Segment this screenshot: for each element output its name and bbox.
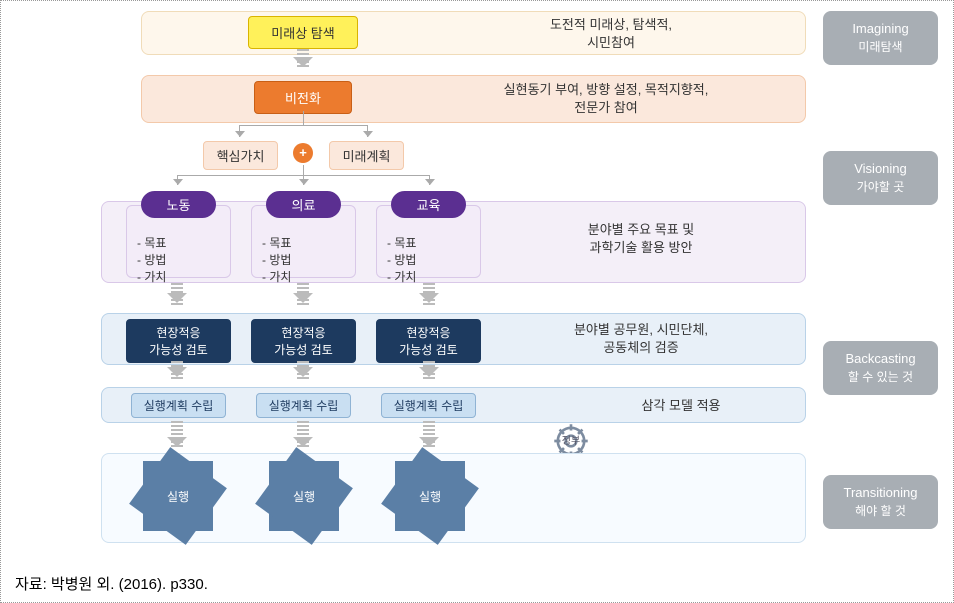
validate-2: 현장적응 가능성 검토 xyxy=(376,319,481,363)
arrow-v1 xyxy=(297,361,309,379)
phase3-kor: 할 수 있는 것 xyxy=(829,368,932,385)
burst-1: 실행 xyxy=(269,461,339,531)
burst-2-label: 실행 xyxy=(395,461,465,531)
d2-i0: 목표 xyxy=(387,234,470,251)
burst-1-label: 실행 xyxy=(269,461,339,531)
phase1-en: Imagining xyxy=(829,21,932,36)
conn-v5 xyxy=(177,175,178,185)
phase2-desc: 실현동기 부여, 방향 설정, 목적지향적, 전문가 참여 xyxy=(441,81,771,117)
phase3-desc-bottom: 삼각 모델 적용 xyxy=(591,397,771,415)
phase2-kor: 가야할 곳 xyxy=(829,178,932,195)
phase2-sub-left: 핵심가치 xyxy=(203,141,278,170)
phase1-label: Imagining 미래탐색 xyxy=(823,11,938,65)
d0-i1: 방법 xyxy=(137,251,220,268)
d0-i0: 목표 xyxy=(137,234,220,251)
d1-i1: 방법 xyxy=(262,251,345,268)
burst-0: 실행 xyxy=(143,461,213,531)
validate-0: 현장적응 가능성 검토 xyxy=(126,319,231,363)
phase2-sub-right: 미래계획 xyxy=(329,141,404,170)
phase1-desc: 도전적 미래상, 탐색적, 시민참여 xyxy=(481,16,741,52)
phase4-en: Transitioning xyxy=(829,485,932,500)
validate-1: 현장적응 가능성 검토 xyxy=(251,319,356,363)
phase2-desc2: 분야별 주요 목표 및 과학기술 활용 방안 xyxy=(521,221,761,257)
phase1-box: 미래상 탐색 xyxy=(248,16,358,49)
arrow-d2 xyxy=(423,283,435,305)
d1-i0: 목표 xyxy=(262,234,345,251)
phase3-en: Backcasting xyxy=(829,351,932,366)
source-text: 자료: 박병원 외. (2016). p330. xyxy=(15,573,208,594)
conn-v3 xyxy=(367,125,368,137)
conn-h1 xyxy=(239,125,367,126)
plan-1: 실행계획 수립 xyxy=(256,393,351,418)
burst-2: 실행 xyxy=(395,461,465,531)
arrow-d1 xyxy=(297,283,309,305)
phase2-label: Visioning 가야할 곳 xyxy=(823,151,938,205)
diagram-canvas: 미래상 탐색 도전적 미래상, 탐색적, 시민참여 Imagining 미래탐색… xyxy=(0,0,954,603)
arrow-v2 xyxy=(423,361,435,379)
plan-0: 실행계획 수립 xyxy=(131,393,226,418)
arrow-d0 xyxy=(171,283,183,305)
phase2-box: 비전화 xyxy=(254,81,352,114)
burst-0-label: 실행 xyxy=(143,461,213,531)
conn-v4 xyxy=(303,165,304,175)
phase4-kor: 해야 할 것 xyxy=(829,502,932,519)
domain-head-1: 의료 xyxy=(266,191,341,218)
phase3-desc-top: 분야별 공무원, 시민단체, 공동체의 검증 xyxy=(511,321,771,357)
domain-head-2: 교육 xyxy=(391,191,466,218)
d2-i1: 방법 xyxy=(387,251,470,268)
plan-2: 실행계획 수립 xyxy=(381,393,476,418)
conn-v2 xyxy=(239,125,240,137)
domain-head-0: 노동 xyxy=(141,191,216,218)
arrow-p1 xyxy=(297,421,309,449)
phase3-label: Backcasting 할 수 있는 것 xyxy=(823,341,938,395)
conn-v6 xyxy=(303,175,304,185)
arrow-p2 xyxy=(423,421,435,449)
arrow-p1-p2 xyxy=(297,49,309,69)
phase2-en: Visioning xyxy=(829,161,932,176)
conn-v7 xyxy=(429,175,430,185)
conn-v1 xyxy=(303,111,304,125)
phase4-label: Transitioning 해야 할 것 xyxy=(823,475,938,529)
phase1-kor: 미래탐색 xyxy=(829,38,932,55)
arrow-v0 xyxy=(171,361,183,379)
plus-icon: + xyxy=(293,143,313,163)
arrow-p0 xyxy=(171,421,183,449)
